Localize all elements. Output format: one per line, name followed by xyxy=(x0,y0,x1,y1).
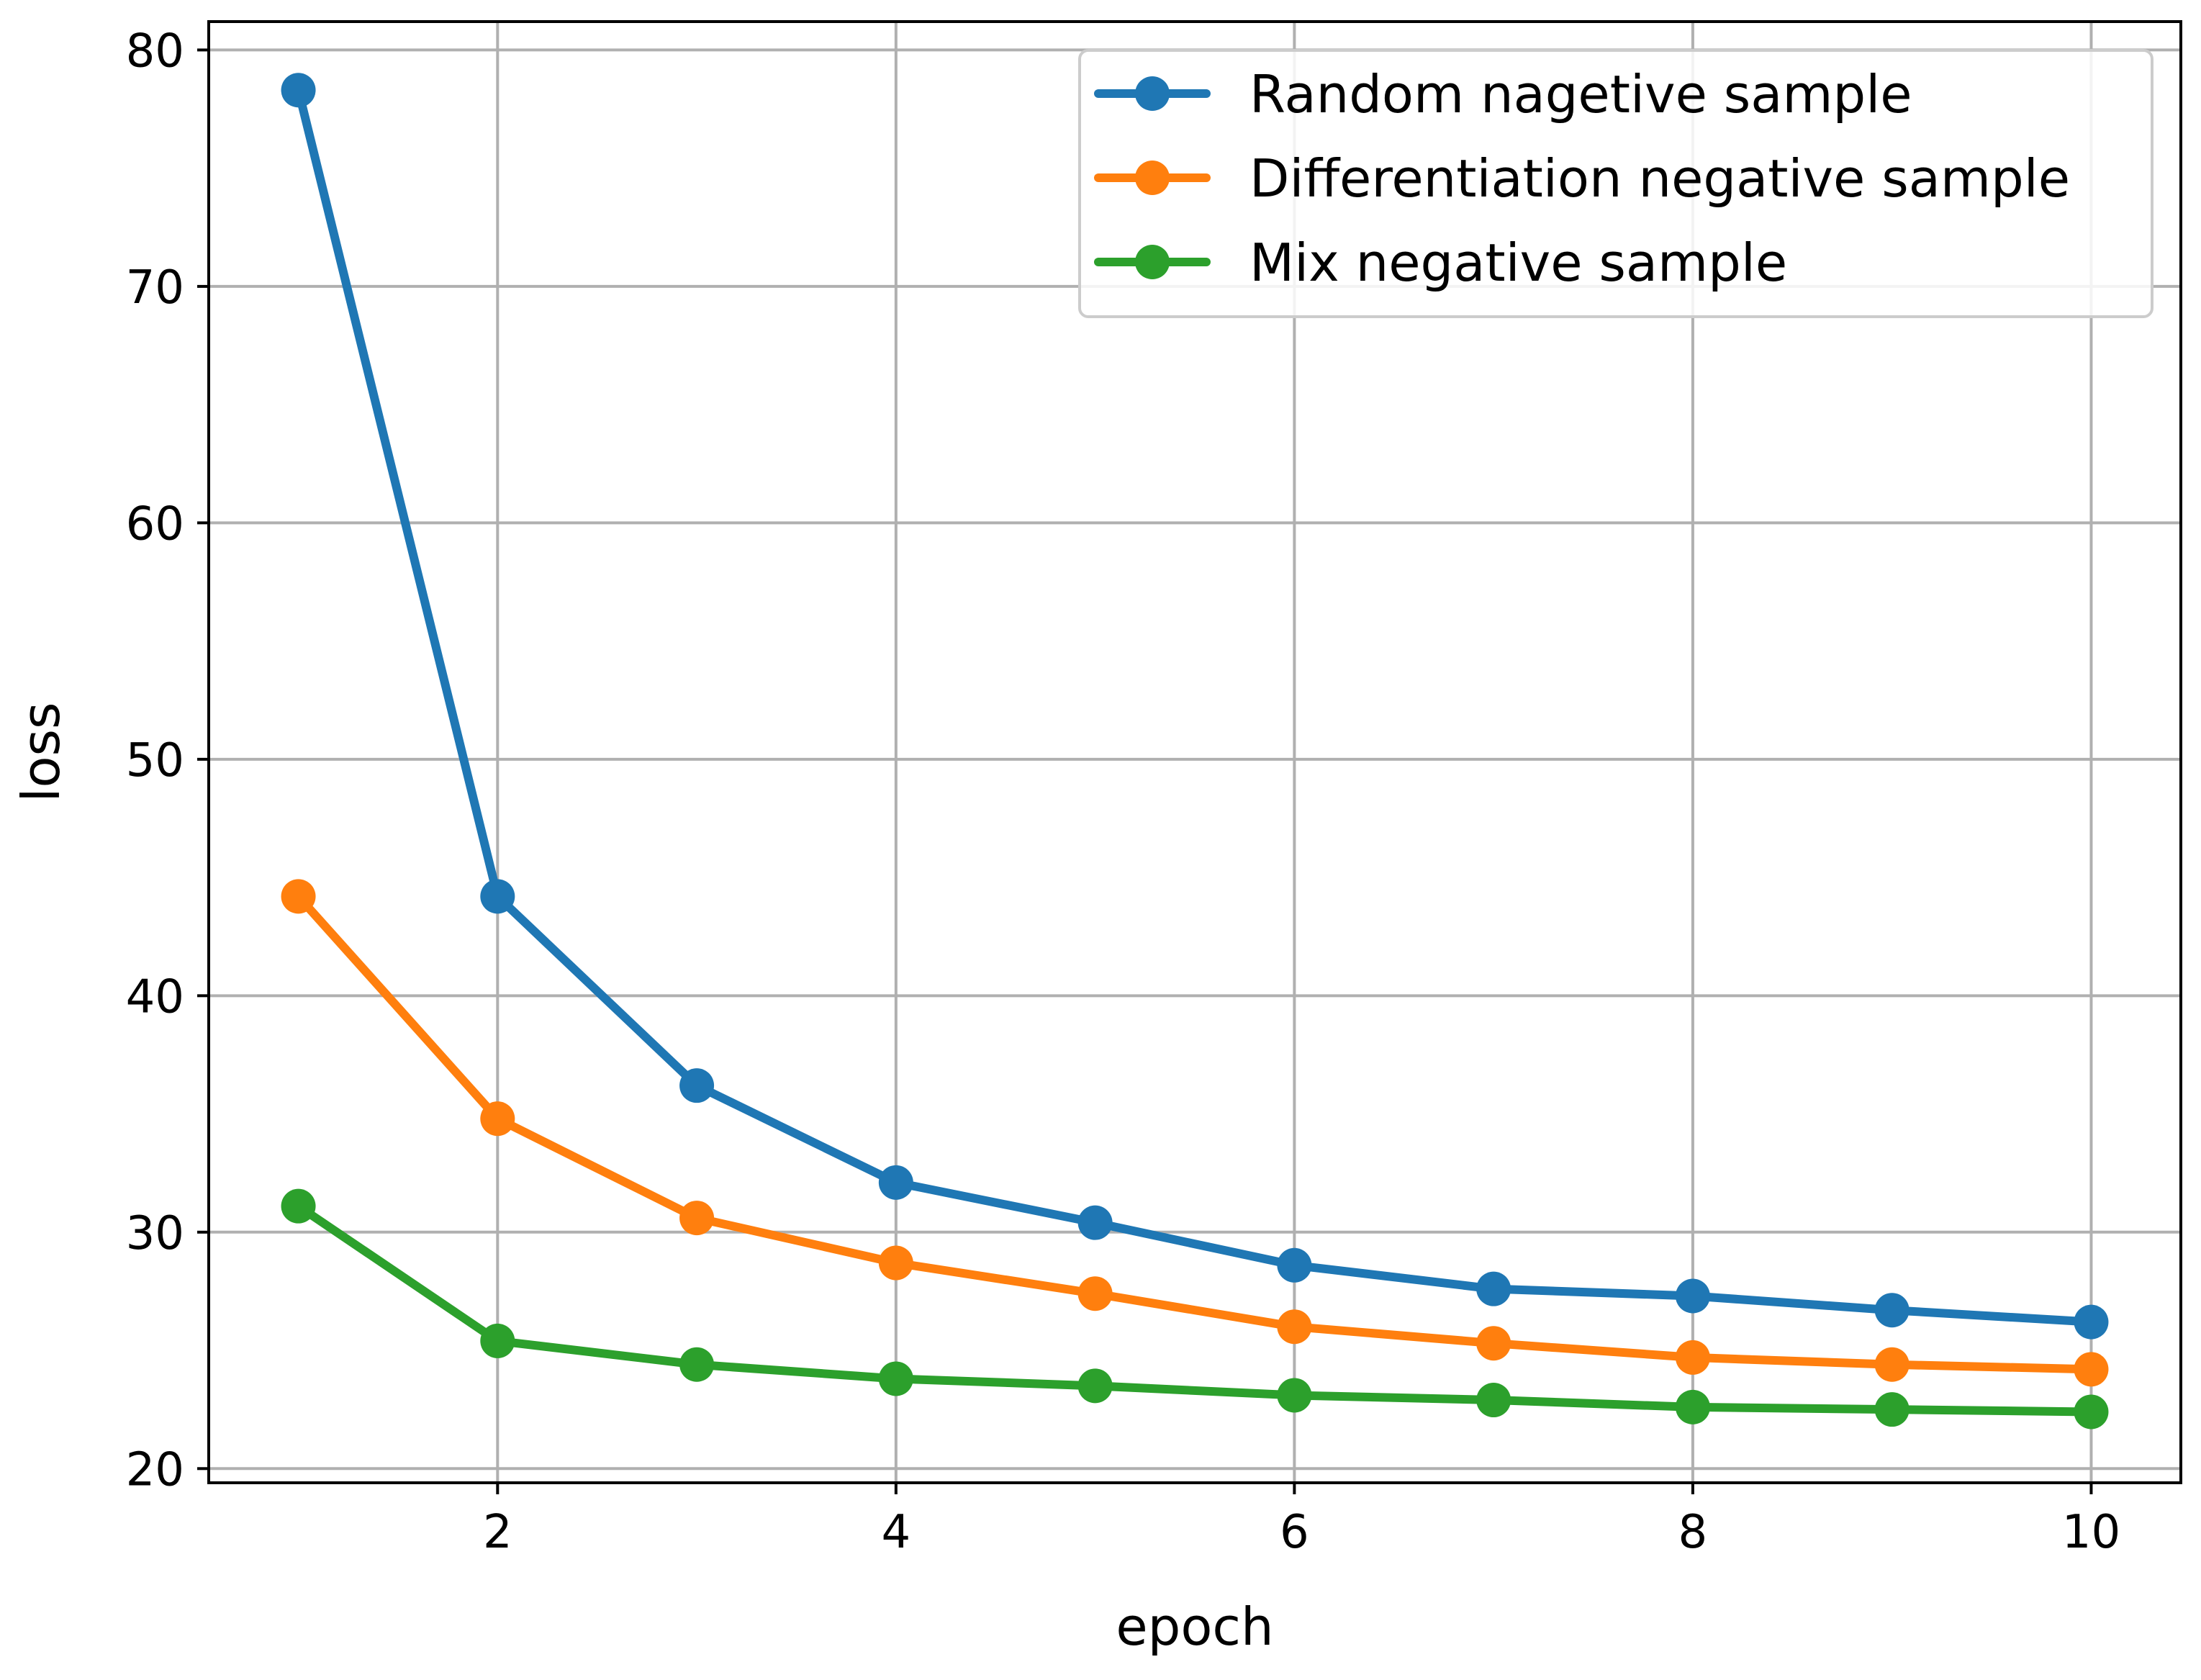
data-point xyxy=(1277,1309,1312,1345)
legend: Random nagetive sample Differentiation ne… xyxy=(1078,49,2153,318)
x-axis-label: epoch xyxy=(1116,1597,1273,1657)
axes-frame xyxy=(207,20,2182,1484)
data-point xyxy=(480,1101,515,1137)
legend-item: Mix negative sample xyxy=(1094,232,1787,293)
series-line xyxy=(294,892,2096,1374)
data-point xyxy=(1874,1293,1910,1328)
series-group xyxy=(281,73,2109,1430)
data-point xyxy=(1675,1389,1710,1424)
y-tick-label: 70 xyxy=(126,261,184,315)
y-tick-label: 50 xyxy=(126,734,184,787)
legend-marker xyxy=(1135,76,1170,111)
data-point xyxy=(281,73,316,108)
y-tick-label: 40 xyxy=(126,970,184,1024)
data-point xyxy=(679,1347,715,1382)
series-2 xyxy=(281,879,2109,1387)
y-tick-label: 80 xyxy=(126,24,184,78)
data-point xyxy=(480,879,515,914)
y-tick-label: 60 xyxy=(126,497,184,551)
ticks: 2 4 6 8 10 20 30 40 50 60 70 80 xyxy=(126,24,2121,1559)
data-point xyxy=(480,1323,515,1358)
data-point xyxy=(1476,1326,1511,1361)
data-point xyxy=(1675,1340,1710,1375)
legend-label: Random nagetive sample xyxy=(1249,64,1912,125)
series-line xyxy=(294,86,2096,1327)
series-line xyxy=(294,1201,2096,1417)
legend-box xyxy=(1078,49,2153,318)
legend-label: Differentiation negative sample xyxy=(1249,148,2070,209)
data-point xyxy=(281,879,316,914)
data-point xyxy=(1277,1247,1312,1283)
data-point xyxy=(2074,1304,2109,1340)
legend-item: Differentiation negative sample xyxy=(1094,148,2070,209)
data-point xyxy=(1874,1347,1910,1382)
legend-item: Random nagetive sample xyxy=(1094,64,1912,125)
x-tick-label: 4 xyxy=(881,1506,910,1559)
legend-marker xyxy=(1135,245,1170,279)
x-tick-label: 6 xyxy=(1280,1506,1309,1559)
series-3 xyxy=(281,1188,2109,1430)
x-tick-label: 8 xyxy=(1678,1506,1708,1559)
data-point xyxy=(1476,1271,1511,1306)
legend-marker xyxy=(1135,161,1170,195)
data-point xyxy=(878,1361,913,1396)
data-point xyxy=(679,1068,715,1103)
x-tick-label: 2 xyxy=(483,1506,512,1559)
data-point xyxy=(281,1188,316,1224)
data-point xyxy=(878,1245,913,1281)
legend-label: Mix negative sample xyxy=(1249,232,1787,293)
y-axis-label: loss xyxy=(11,702,71,802)
y-tick-label: 20 xyxy=(126,1443,184,1496)
data-point xyxy=(1874,1392,1910,1427)
data-point xyxy=(2074,1394,2109,1430)
data-point xyxy=(878,1165,913,1200)
data-point xyxy=(1476,1383,1511,1418)
data-point xyxy=(1077,1368,1113,1404)
data-point xyxy=(2074,1352,2109,1387)
data-point xyxy=(1277,1378,1312,1413)
x-tick-label: 10 xyxy=(2062,1506,2120,1559)
data-point xyxy=(1675,1278,1710,1314)
series-1 xyxy=(281,73,2109,1340)
data-point xyxy=(1077,1205,1113,1240)
data-point xyxy=(679,1201,715,1236)
y-tick-label: 30 xyxy=(126,1207,184,1260)
data-point xyxy=(1077,1276,1113,1311)
